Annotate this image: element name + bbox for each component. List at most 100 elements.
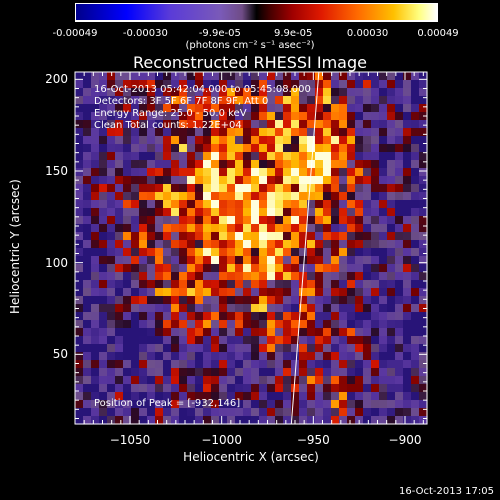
heatmap-cell — [259, 176, 268, 185]
heatmap-cell — [139, 384, 148, 393]
heatmap-cell — [283, 264, 292, 273]
heatmap-cell — [419, 144, 428, 153]
heatmap-cell — [331, 272, 340, 281]
heatmap-cell — [355, 224, 364, 233]
heatmap-cell — [123, 112, 132, 121]
heatmap-cell — [355, 368, 364, 377]
heatmap-cell — [323, 168, 332, 177]
heatmap-cell — [123, 168, 132, 177]
heatmap-cell — [139, 336, 148, 345]
heatmap-cell — [323, 176, 332, 185]
heatmap-cell — [379, 192, 388, 201]
heatmap-cell — [379, 80, 388, 89]
heatmap-cell — [99, 240, 108, 249]
heatmap-cell — [371, 320, 380, 329]
heatmap-cell — [163, 112, 172, 121]
heatmap-cell — [267, 152, 276, 161]
heatmap-cell — [379, 392, 388, 401]
heatmap-cell — [139, 200, 148, 209]
heatmap-cell — [187, 112, 196, 121]
heatmap-cell — [203, 400, 212, 409]
heatmap-cell — [211, 392, 220, 401]
heatmap-cell — [203, 136, 212, 145]
heatmap-cell — [227, 264, 236, 273]
heatmap-cell — [275, 280, 284, 289]
heatmap-cell — [323, 344, 332, 353]
heatmap-cell — [307, 232, 316, 241]
heatmap-cell — [371, 152, 380, 161]
heatmap-cell — [179, 136, 188, 145]
heatmap-cell — [323, 224, 332, 233]
heatmap-cell — [139, 416, 148, 425]
heatmap-cell — [195, 168, 204, 177]
heatmap-cell — [371, 128, 380, 137]
heatmap-cell — [195, 192, 204, 201]
heatmap-cell — [243, 408, 252, 417]
heatmap-cell — [99, 168, 108, 177]
heatmap-cell — [155, 248, 164, 257]
heatmap-cell — [203, 248, 212, 257]
heatmap-cell — [187, 240, 196, 249]
heatmap-cell — [83, 392, 92, 401]
heatmap-cell — [147, 248, 156, 257]
heatmap-cell — [219, 112, 228, 121]
heatmap-cell — [283, 360, 292, 369]
heatmap-cell — [115, 104, 124, 113]
heatmap-cell — [99, 296, 108, 305]
heatmap-cell — [203, 264, 212, 273]
heatmap-cell — [267, 320, 276, 329]
heatmap-cell — [395, 320, 404, 329]
heatmap-cell — [419, 360, 428, 369]
heatmap-cell — [379, 280, 388, 289]
heatmap-cell — [259, 96, 268, 105]
heatmap-cell — [155, 288, 164, 297]
heatmap-cell — [379, 128, 388, 137]
heatmap-cell — [75, 120, 84, 129]
heatmap-cell — [163, 400, 172, 409]
heatmap-cell — [259, 200, 268, 209]
heatmap-cell — [395, 368, 404, 377]
heatmap-cell — [211, 384, 220, 393]
heatmap-cell — [187, 376, 196, 385]
heatmap-cell — [403, 328, 412, 337]
heatmap-cell — [363, 152, 372, 161]
heatmap-cell — [123, 192, 132, 201]
heatmap-cell — [339, 112, 348, 121]
heatmap-cell — [251, 224, 260, 233]
heatmap-cell — [395, 176, 404, 185]
heatmap-cell — [395, 96, 404, 105]
heatmap-cell — [331, 152, 340, 161]
heatmap-cell — [363, 88, 372, 97]
heatmap-cell — [371, 304, 380, 313]
heatmap-cell — [219, 352, 228, 361]
heatmap-cell — [323, 416, 332, 425]
heatmap-cell — [387, 296, 396, 305]
heatmap-cell — [339, 120, 348, 129]
heatmap-cell — [291, 296, 300, 305]
heatmap-cell — [83, 344, 92, 353]
heatmap-cell — [107, 264, 116, 273]
heatmap-cell — [123, 312, 132, 321]
heatmap-cell — [107, 288, 116, 297]
heatmap-cell — [115, 176, 124, 185]
heatmap-cell — [331, 416, 340, 425]
heatmap-cell — [403, 304, 412, 313]
heatmap-cell — [139, 88, 148, 97]
heatmap-cell — [347, 224, 356, 233]
heatmap-cell — [411, 80, 420, 89]
heatmap-cell — [91, 360, 100, 369]
heatmap-cell — [131, 192, 140, 201]
heatmap-cell — [275, 272, 284, 281]
heatmap-cell — [411, 352, 420, 361]
heatmap-cell — [75, 216, 84, 225]
heatmap-cell — [395, 104, 404, 113]
heatmap-cell — [195, 232, 204, 241]
heatmap-cell — [235, 232, 244, 241]
heatmap-cell — [187, 144, 196, 153]
heatmap-cell — [371, 160, 380, 169]
heatmap-cell — [83, 144, 92, 153]
heatmap-cell — [331, 112, 340, 121]
heatmap-cell — [363, 352, 372, 361]
heatmap-cell — [275, 360, 284, 369]
heatmap-cell — [203, 128, 212, 137]
